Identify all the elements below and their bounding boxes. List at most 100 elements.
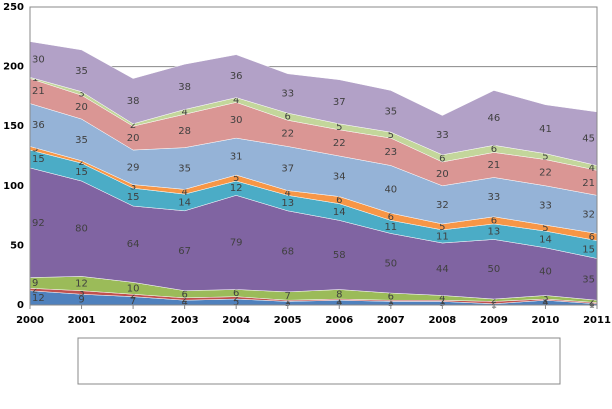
data-label: 6 (388, 292, 394, 303)
data-label: 6 (439, 153, 445, 164)
x-tick-label: 2000 (16, 315, 44, 326)
data-label: 4 (589, 163, 595, 174)
data-label: 1 (285, 296, 291, 307)
x-tick-label: 2002 (119, 315, 147, 326)
data-label: 1 (336, 295, 342, 306)
data-label: 6 (589, 232, 595, 243)
data-label: 20 (127, 133, 140, 144)
data-label: 22 (333, 138, 346, 149)
data-label: 2 (130, 120, 136, 131)
x-tick-label: 2008 (428, 315, 456, 326)
data-label: 64 (127, 239, 140, 250)
x-tick-label: 2011 (583, 315, 611, 326)
data-label: 41 (539, 124, 552, 135)
data-label: 22 (281, 128, 294, 139)
x-tick-label: 2006 (325, 315, 353, 326)
data-label: 32 (436, 200, 449, 211)
y-tick-label: 150 (3, 121, 24, 132)
data-label: 40 (384, 184, 397, 195)
data-label: 3 (285, 298, 291, 309)
data-label: 50 (488, 264, 501, 275)
data-label: 6 (336, 195, 342, 206)
data-label: 5 (542, 152, 548, 163)
data-label: 68 (281, 246, 294, 257)
data-label: 35 (75, 135, 88, 146)
data-label: 20 (436, 169, 449, 180)
data-label: 5 (233, 173, 239, 184)
data-label: 38 (127, 96, 140, 107)
data-label: 45 (582, 134, 595, 145)
data-label: 50 (384, 258, 397, 269)
data-label: 46 (488, 113, 501, 124)
data-label: 1 (589, 298, 595, 309)
data-label: 28 (178, 126, 191, 137)
data-label: 4 (439, 293, 445, 304)
data-label: 35 (75, 66, 88, 77)
data-label: 44 (436, 264, 449, 275)
data-label: 14 (333, 207, 346, 218)
data-label: 10 (127, 283, 140, 294)
data-label: 30 (32, 54, 45, 65)
data-label: 4 (336, 298, 342, 309)
data-label: 33 (488, 192, 501, 203)
data-label: 3 (388, 298, 394, 309)
data-label: 37 (333, 97, 346, 108)
data-label: 21 (488, 160, 501, 171)
y-tick-label: 0 (17, 300, 24, 311)
x-tick-label: 2003 (171, 315, 199, 326)
data-label: 6 (491, 215, 497, 226)
data-label: 23 (384, 147, 397, 158)
data-label: 35 (178, 164, 191, 175)
data-label: 11 (436, 231, 449, 242)
data-label: 7 (285, 291, 291, 302)
data-label: 6 (233, 288, 239, 299)
data-label: 4 (285, 188, 291, 199)
data-label: 2 (130, 290, 136, 301)
x-tick-label: 2004 (222, 315, 250, 326)
data-label: 33 (539, 200, 552, 211)
data-label: 6 (181, 289, 187, 300)
data-label: 3 (32, 143, 38, 154)
data-label: 22 (539, 168, 552, 179)
data-label: 67 (178, 246, 191, 257)
data-label: 3 (78, 88, 84, 99)
data-label: 6 (491, 144, 497, 155)
data-label: 2 (78, 157, 84, 168)
data-label: 5 (388, 130, 394, 141)
data-label: 5 (542, 223, 548, 234)
data-label: 20 (75, 102, 88, 113)
data-label: 34 (333, 171, 346, 182)
data-label: 1 (542, 295, 548, 306)
data-label: 9 (32, 278, 38, 289)
data-label: 15 (127, 192, 140, 203)
data-label: 13 (281, 198, 294, 209)
data-label: 15 (32, 154, 45, 165)
data-label: 58 (333, 250, 346, 261)
data-label: 14 (178, 197, 191, 208)
legend-box (77, 337, 561, 385)
data-label: 7 (130, 296, 136, 307)
data-label: 2 (233, 293, 239, 304)
data-label: 21 (582, 178, 595, 189)
data-label: 1 (439, 296, 445, 307)
data-label: 36 (32, 120, 45, 131)
data-label: 35 (384, 106, 397, 117)
data-label: 14 (539, 234, 552, 245)
data-label: 2 (491, 295, 497, 306)
data-label: 8 (336, 289, 342, 300)
data-label: 33 (436, 130, 449, 141)
x-tick-label: 2001 (68, 315, 96, 326)
data-label: 40 (539, 267, 552, 278)
data-label: 3 (130, 181, 136, 192)
data-label: 13 (488, 227, 501, 238)
data-label: 33 (281, 88, 294, 99)
x-tick-label: 2007 (377, 315, 405, 326)
x-tick-label: 2010 (532, 315, 560, 326)
data-label: 1 (388, 296, 394, 307)
data-label: 35 (582, 274, 595, 285)
data-label: 12 (32, 293, 45, 304)
data-label: 6 (285, 112, 291, 123)
data-label: 5 (336, 122, 342, 133)
data-label: 80 (75, 224, 88, 235)
